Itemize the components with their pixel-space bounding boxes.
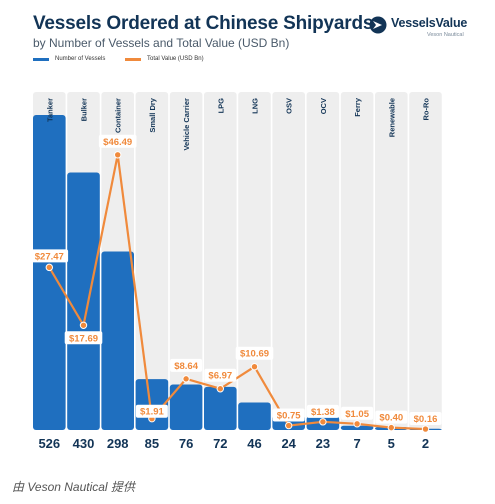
value-point-1 <box>79 321 88 329</box>
value-label-2: $46.49 <box>103 137 132 148</box>
bar-value-label-6: 46 <box>247 436 261 451</box>
category-label-2: Container <box>114 98 123 133</box>
value-label-bg-2 <box>98 134 137 148</box>
value-label-bg-3 <box>135 404 168 418</box>
value-label-bg-4 <box>170 358 203 372</box>
value-point-5 <box>216 385 225 393</box>
bar-value-label-1: 430 <box>73 436 95 451</box>
value-label-1: $17.69 <box>69 333 98 344</box>
value-point-6 <box>250 363 259 371</box>
value-point-9 <box>353 420 361 428</box>
chart-canvas: Tanker 526 Bulker 430 Container 298 Small Dry 8… <box>30 92 442 451</box>
legend-label-bars: Number of Vessels <box>55 56 106 62</box>
value-label-0: $27.47 <box>35 251 64 262</box>
bar-value-label-10: 5 <box>388 436 395 451</box>
value-point-2 <box>114 151 122 159</box>
value-point-10 <box>387 423 395 432</box>
category-label-0: Tanker <box>45 98 54 122</box>
value-label-11: $0.16 <box>414 414 438 425</box>
column-background-4 <box>169 92 203 430</box>
value-line <box>48 154 426 431</box>
vesselsvalue-logo-icon <box>369 16 387 34</box>
value-label-9: $1.05 <box>345 409 369 420</box>
category-label-9: Ferry <box>353 97 362 117</box>
bar-value-label-5: 72 <box>213 436 227 451</box>
value-label-3: $1.91 <box>140 407 164 418</box>
chart-title: Vessels Ordered at Chinese Shipyards <box>33 13 374 34</box>
value-point-11 <box>421 425 430 433</box>
value-label-bg-11 <box>409 412 442 426</box>
column-background-3 <box>135 92 169 430</box>
chart-subtitle: by Number of Vessels and Total Value (US… <box>33 36 290 50</box>
category-label-6: LNG <box>251 98 260 114</box>
bar-vehicle-carrier <box>169 384 203 430</box>
column-background-11 <box>409 92 442 430</box>
value-label-10: $0.40 <box>379 413 403 424</box>
column-background-5 <box>204 92 237 430</box>
column-background-10 <box>375 92 408 430</box>
column-background-9 <box>340 92 374 430</box>
value-label-bg-5 <box>204 368 237 382</box>
category-label-5: LPG <box>216 98 225 114</box>
value-label-8: $1.38 <box>311 407 335 418</box>
brand-subtitle: Veson Nautical <box>427 32 464 38</box>
value-label-7: $0.75 <box>277 411 301 422</box>
value-label-4: $8.64 <box>174 361 198 372</box>
category-label-1: Bulker <box>80 98 89 121</box>
value-label-5: $6.97 <box>208 371 232 382</box>
category-label-11: Ro-Ro <box>422 98 431 121</box>
value-label-bg-10 <box>375 410 408 424</box>
value-label-bg-6 <box>235 346 274 360</box>
category-label-7: OSV <box>285 98 294 114</box>
bar-lpg <box>204 386 237 430</box>
bar-value-label-3: 85 <box>145 436 159 451</box>
bar-container <box>101 251 134 430</box>
value-point-0 <box>45 263 53 272</box>
category-label-3: Small Dry <box>148 97 157 132</box>
bar-lng <box>238 402 271 430</box>
image-caption: 由 Veson Nautical 提供 <box>12 480 135 494</box>
legend-swatch-bars <box>33 58 49 61</box>
brand-name: VesselsValue <box>391 16 468 30</box>
value-point-7 <box>285 421 293 430</box>
bar-value-label-7: 24 <box>281 436 296 451</box>
value-label-bg-7 <box>272 408 305 422</box>
bar-value-label-11: 2 <box>422 436 429 451</box>
bar-ferry <box>340 425 374 430</box>
value-label-bg-1 <box>64 331 103 345</box>
bar-bulker <box>67 172 100 431</box>
category-label-10: Renewable <box>387 98 396 137</box>
value-label-bg-9 <box>341 406 374 420</box>
value-point-4 <box>182 375 190 383</box>
legend-label-line: Total Value (USD Bn) <box>147 56 204 62</box>
column-background-7 <box>272 92 305 430</box>
value-label-bg-0 <box>30 249 69 263</box>
bar-value-label-0: 526 <box>38 436 60 451</box>
category-label-8: OCV <box>319 98 328 114</box>
legend-swatch-line <box>125 58 141 61</box>
column-background-6 <box>238 92 271 430</box>
bar-value-label-8: 23 <box>316 436 330 451</box>
bar-value-label-2: 298 <box>107 436 129 451</box>
bar-tanker <box>33 115 66 430</box>
bar-value-label-4: 76 <box>179 436 193 451</box>
category-label-4: Vehicle Carrier <box>182 98 191 151</box>
bar-value-label-9: 7 <box>353 436 360 451</box>
column-background-8 <box>306 92 340 430</box>
value-label-6: $10.69 <box>240 349 269 360</box>
value-label-bg-8 <box>306 404 339 418</box>
value-point-8 <box>319 418 327 426</box>
